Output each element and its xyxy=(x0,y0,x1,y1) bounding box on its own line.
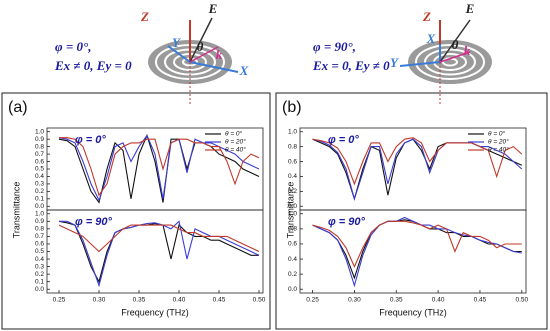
plot-frame xyxy=(299,209,527,294)
series-line xyxy=(58,134,260,202)
y-tick-label: 0.0 xyxy=(35,203,44,210)
disk-right xyxy=(399,19,492,105)
series-line xyxy=(58,133,260,204)
y-tick-label: 0.6 xyxy=(35,158,44,165)
y-tick-label: 1.0 xyxy=(288,210,297,217)
x-axis-label: Frequency (THz) xyxy=(379,307,447,317)
series-line xyxy=(312,219,522,280)
legend-label: θ = 40° xyxy=(488,146,509,154)
series-line xyxy=(312,138,523,201)
y-tick-label: 0.5 xyxy=(35,248,44,255)
y-tick-label: 0.4 xyxy=(35,173,44,180)
x-axis-label: Frequency (THz) xyxy=(121,307,189,317)
panel-label: (b) xyxy=(282,99,302,116)
y-tick-label: 0.0 xyxy=(288,286,297,293)
axis-symbol: Z xyxy=(140,9,149,24)
field-label: Ex ≠ 0, Ey = 0 xyxy=(54,58,132,73)
series-line xyxy=(312,216,522,288)
axis-symbol: θ xyxy=(452,37,459,52)
phi-label: φ = 90°, xyxy=(313,39,356,54)
y-tick-label: 0.4 xyxy=(288,256,297,263)
y-tick-label: 0.4 xyxy=(35,256,44,263)
y-tick-label: 0.1 xyxy=(35,196,44,203)
phi-label: φ = 0°, xyxy=(55,39,91,54)
legend-label: θ = 40° xyxy=(225,146,246,154)
x-tick-label: 0.45 xyxy=(213,297,226,304)
x-tick-label: 0.25 xyxy=(53,297,66,304)
y-tick-label: 0.3 xyxy=(35,181,44,188)
y-tick-label: 0.8 xyxy=(288,143,297,150)
series-line xyxy=(59,137,260,197)
x-tick-label: 0.30 xyxy=(348,297,361,304)
y-tick-label: 1.0 xyxy=(35,210,44,217)
x-tick-label: 0.50 xyxy=(253,297,266,304)
y-tick-label: 0.6 xyxy=(288,241,297,248)
axis-symbol: k xyxy=(216,47,223,62)
y-tick-label: 0.4 xyxy=(288,173,297,180)
axis-symbol: E xyxy=(465,1,475,16)
y-tick-label: 0.6 xyxy=(288,158,297,165)
y-tick-label: 0.3 xyxy=(35,263,44,270)
panel-frame xyxy=(275,92,548,330)
y-tick-label: 0.1 xyxy=(35,278,44,285)
axis-symbol: E xyxy=(208,1,218,16)
y-tick-label: 0.0 xyxy=(35,286,44,293)
y-tick-label: 1.0 xyxy=(288,128,297,135)
axis-symbol: Z xyxy=(422,9,431,24)
y-axis-label: Transmittance xyxy=(11,182,21,239)
x-tick-label: 0.35 xyxy=(390,297,403,304)
y-tick-label: 0.5 xyxy=(35,166,44,173)
axis-symbol: Y xyxy=(390,55,399,70)
annotation: φ = 0° xyxy=(75,134,106,146)
field-label: Ex = 0, Ey ≠ 0 xyxy=(312,58,390,73)
annotation: φ = 90° xyxy=(75,216,113,228)
y-tick-label: 0.2 xyxy=(35,188,44,195)
x-tick-label: 0.50 xyxy=(515,297,528,304)
legend-label: θ = 0° xyxy=(488,130,506,138)
series-line xyxy=(312,137,523,186)
y-tick-label: 0.8 xyxy=(35,143,44,150)
x-tick-label: 0.35 xyxy=(133,297,146,304)
y-tick-label: 0.9 xyxy=(35,136,44,143)
panel-label: (a) xyxy=(8,99,28,116)
x-tick-label: 0.40 xyxy=(173,297,186,304)
y-axis-label: Transmittance xyxy=(285,182,295,239)
disk-left xyxy=(148,17,239,105)
annotation: φ = 0° xyxy=(328,134,359,146)
axis-symbol: X xyxy=(239,63,249,78)
y-tick-label: 0.8 xyxy=(35,226,44,233)
x-tick-label: 0.25 xyxy=(306,297,319,304)
y-tick-label: 0.2 xyxy=(35,271,44,278)
y-tick-label: 0.2 xyxy=(288,271,297,278)
y-tick-label: 0.2 xyxy=(288,188,297,195)
legend-label: θ = 20° xyxy=(225,138,246,146)
axis-symbol: X xyxy=(426,31,436,46)
y-tick-label: 0.8 xyxy=(288,226,297,233)
x-tick-label: 0.40 xyxy=(432,297,445,304)
y-tick-label: 0.0 xyxy=(288,203,297,210)
y-tick-label: 0.6 xyxy=(35,241,44,248)
series-line xyxy=(59,220,260,288)
x-tick-label: 0.30 xyxy=(93,297,106,304)
axis-symbol: k xyxy=(464,43,471,58)
legend-label: θ = 20° xyxy=(488,138,509,146)
axis-symbol: θ xyxy=(197,39,204,54)
legend-label: θ = 0° xyxy=(225,130,243,138)
series-line xyxy=(58,220,259,284)
y-tick-label: 0.7 xyxy=(35,151,44,158)
series-line xyxy=(58,224,260,253)
y-tick-label: 1.0 xyxy=(35,128,44,135)
axis-symbol: Y xyxy=(172,35,181,50)
panel-frame xyxy=(1,92,271,330)
x-tick-label: 0.45 xyxy=(474,297,487,304)
y-tick-label: 0.7 xyxy=(35,233,44,240)
series-line xyxy=(312,220,522,268)
y-tick-label: 0.9 xyxy=(35,218,44,225)
annotation: φ = 90° xyxy=(328,216,366,228)
